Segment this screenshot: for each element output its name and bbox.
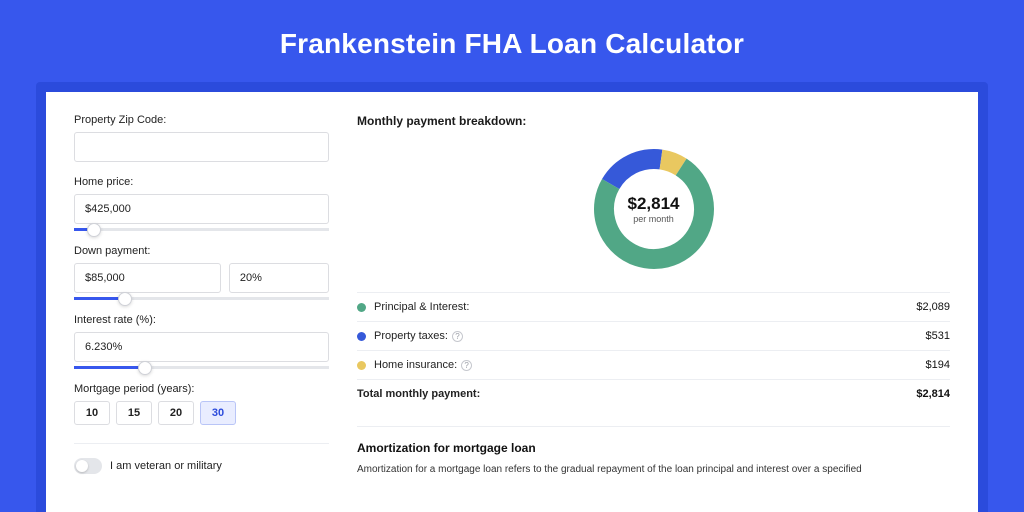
breakdown-title: Monthly payment breakdown:	[357, 114, 950, 128]
down-payment-slider[interactable]	[74, 297, 329, 300]
legend-value: $531	[926, 330, 950, 342]
down-payment-label: Down payment:	[74, 245, 329, 257]
legend-list: Principal & Interest:$2,089Property taxe…	[357, 292, 950, 408]
interest-input[interactable]	[74, 332, 329, 362]
legend-total-value: $2,814	[916, 388, 950, 400]
legend-row: Home insurance:?$194	[357, 351, 950, 380]
veteran-toggle[interactable]	[74, 458, 102, 474]
home-price-slider-thumb[interactable]	[87, 223, 101, 237]
donut-wrap: $2,814 per month	[357, 138, 950, 292]
period-option-10[interactable]: 10	[74, 401, 110, 425]
amortization-title: Amortization for mortgage loan	[357, 441, 950, 455]
legend-dot	[357, 303, 366, 312]
interest-slider-fill	[74, 366, 145, 369]
legend-label: Principal & Interest:	[374, 301, 916, 313]
legend-label: Property taxes:?	[374, 330, 926, 342]
period-label: Mortgage period (years):	[74, 383, 329, 395]
legend-value: $2,089	[916, 301, 950, 313]
home-price-slider[interactable]	[74, 228, 329, 231]
interest-slider-thumb[interactable]	[138, 361, 152, 375]
interest-slider[interactable]	[74, 366, 329, 369]
form-column: Property Zip Code: Home price: Down paym…	[74, 114, 329, 490]
home-price-field: Home price:	[74, 176, 329, 231]
veteran-label: I am veteran or military	[110, 460, 222, 472]
down-payment-percent-input[interactable]	[229, 263, 329, 293]
outer-card: Property Zip Code: Home price: Down paym…	[36, 82, 988, 512]
donut-amount: $2,814	[628, 194, 680, 214]
home-price-input[interactable]	[74, 194, 329, 224]
calculator-card: Property Zip Code: Home price: Down paym…	[46, 92, 978, 512]
breakdown-column: Monthly payment breakdown: $2,814 per mo…	[357, 114, 950, 490]
legend-total-label: Total monthly payment:	[357, 388, 916, 400]
legend-row: Principal & Interest:$2,089	[357, 293, 950, 322]
amortization-body: Amortization for a mortgage loan refers …	[357, 463, 950, 477]
legend-value: $194	[926, 359, 950, 371]
zip-label: Property Zip Code:	[74, 114, 329, 126]
period-option-15[interactable]: 15	[116, 401, 152, 425]
page-title: Frankenstein FHA Loan Calculator	[0, 0, 1024, 82]
period-options: 10152030	[74, 401, 329, 425]
interest-field: Interest rate (%):	[74, 314, 329, 369]
period-field: Mortgage period (years): 10152030	[74, 383, 329, 425]
legend-dot	[357, 332, 366, 341]
period-option-30[interactable]: 30	[200, 401, 236, 425]
amortization-block: Amortization for mortgage loan Amortizat…	[357, 426, 950, 477]
zip-field: Property Zip Code:	[74, 114, 329, 162]
donut-sub: per month	[628, 214, 680, 224]
legend-total-row: Total monthly payment:$2,814	[357, 380, 950, 408]
down-payment-amount-input[interactable]	[74, 263, 221, 293]
down-payment-slider-thumb[interactable]	[118, 292, 132, 306]
veteran-row: I am veteran or military	[74, 443, 329, 474]
zip-input[interactable]	[74, 132, 329, 162]
legend-label: Home insurance:?	[374, 359, 926, 371]
down-payment-field: Down payment:	[74, 245, 329, 300]
info-icon[interactable]: ?	[461, 360, 472, 371]
legend-dot	[357, 361, 366, 370]
home-price-label: Home price:	[74, 176, 329, 188]
legend-row: Property taxes:?$531	[357, 322, 950, 351]
info-icon[interactable]: ?	[452, 331, 463, 342]
interest-label: Interest rate (%):	[74, 314, 329, 326]
donut-chart: $2,814 per month	[589, 144, 719, 274]
period-option-20[interactable]: 20	[158, 401, 194, 425]
donut-center: $2,814 per month	[628, 194, 680, 224]
